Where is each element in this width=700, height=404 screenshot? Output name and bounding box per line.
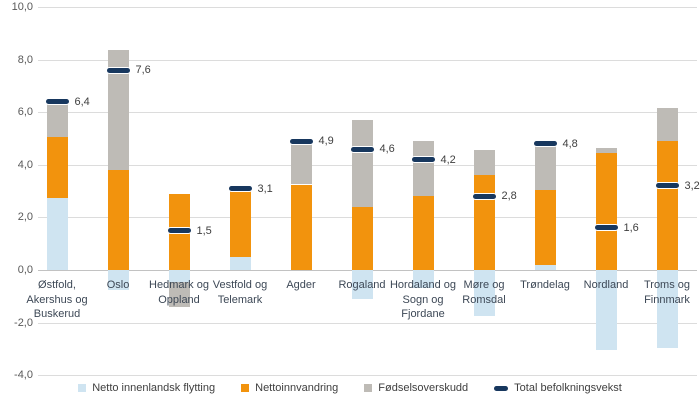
legend-item: Netto innenlandsk flytting	[78, 382, 215, 394]
value-label: 3,1	[257, 182, 273, 195]
category-label: Oslo	[106, 279, 130, 291]
bar-segment	[595, 147, 617, 153]
bar-segment	[46, 197, 68, 270]
bar-segment	[534, 264, 556, 270]
bar-segment	[473, 150, 495, 176]
total-marker	[411, 157, 435, 162]
value-label: 6,4	[74, 95, 90, 108]
bar-segment	[107, 50, 129, 171]
y-tick-label: 8,0	[17, 54, 33, 66]
gridline	[38, 375, 697, 376]
gridline	[38, 7, 697, 8]
bar-segment	[229, 188, 251, 257]
category-label: Rogaland	[338, 279, 386, 291]
category-label: Troms og Finnmark	[643, 279, 691, 306]
bar-segment	[473, 270, 495, 316]
total-marker	[228, 186, 252, 191]
bar-segment	[534, 143, 556, 190]
total-marker	[106, 67, 130, 73]
category-label: Hordaland og Sogn og Fjordane	[389, 279, 457, 320]
category-label: Nordland	[583, 279, 629, 291]
total-marker	[289, 138, 313, 144]
bar-segment	[107, 170, 129, 270]
bar-segment	[412, 270, 434, 289]
total-marker	[655, 183, 679, 189]
bar-segment	[656, 108, 678, 142]
value-label: 1,5	[196, 224, 212, 237]
value-label: 3,2	[684, 179, 700, 192]
legend-label: Netto innenlandsk flytting	[92, 382, 216, 394]
bar-segment	[290, 141, 312, 185]
total-marker	[167, 228, 191, 234]
bar-segment	[351, 120, 373, 207]
gridline	[38, 323, 697, 324]
legend-label: Fødselsoverskudd	[378, 382, 469, 394]
bar-segment	[473, 175, 495, 270]
gridline	[38, 112, 697, 113]
y-tick-label: 10,0	[11, 1, 33, 13]
y-tick-label: 6,0	[17, 106, 33, 118]
legend-item: Fødselsoverskudd	[364, 382, 468, 394]
total-marker	[350, 146, 374, 152]
bar-segment	[46, 137, 68, 198]
legend-swatch-icon	[241, 384, 250, 392]
total-marker	[45, 99, 69, 105]
legend: Netto innenlandsk flytting Nettoinnvandri…	[0, 379, 700, 397]
bar-segment	[351, 270, 373, 299]
bar-segment	[656, 141, 678, 270]
value-label: 4,2	[440, 153, 456, 166]
bar-segment	[595, 153, 617, 270]
value-label: 1,6	[623, 221, 639, 234]
legend-item: Total befolkningsvekst	[494, 382, 622, 394]
value-label: 4,8	[562, 137, 578, 150]
legend-item: Nettoinnvandring	[241, 382, 338, 394]
bar-segment	[107, 270, 129, 290]
bar-segment	[290, 184, 312, 270]
total-marker	[472, 193, 496, 199]
y-tick-label: 4,0	[17, 159, 33, 171]
y-tick-label: 0,0	[17, 264, 33, 276]
bar-segment	[412, 196, 434, 270]
value-label: 2,8	[501, 190, 517, 203]
y-tick-label: 2,0	[17, 211, 33, 223]
legend-total-dash-icon	[494, 385, 509, 391]
bar-segment	[46, 101, 68, 138]
value-label: 4,6	[379, 143, 395, 155]
category-label: Møre og Romsdal	[462, 279, 506, 306]
category-label: Agder	[286, 279, 316, 291]
bar-segment	[351, 206, 373, 270]
legend-label: Total befolkningsvekst	[514, 382, 622, 394]
y-tick-label: -4,0	[14, 369, 33, 381]
bar-segment	[168, 281, 190, 307]
legend-label: Nettoinnvandring	[255, 382, 339, 394]
category-label: Hedmark og Oppland	[149, 279, 209, 306]
category-label: Østfold, Akershus og Buskerud	[26, 279, 88, 320]
gridline	[38, 60, 697, 61]
bar-segment	[595, 270, 617, 351]
y-tick-label: -2,0	[14, 317, 33, 329]
bar-segment	[168, 270, 190, 282]
legend-swatch-icon	[78, 384, 87, 392]
bar-segment	[229, 256, 251, 271]
category-label: Trøndelag	[520, 279, 570, 291]
total-marker	[533, 141, 557, 147]
bar-segment	[534, 189, 556, 265]
legend-swatch-icon	[364, 384, 373, 392]
bar-segment	[412, 141, 434, 197]
value-label: 4,9	[318, 135, 334, 148]
bar-segment	[656, 270, 678, 348]
value-label: 7,6	[135, 64, 151, 77]
total-marker	[594, 225, 618, 231]
category-label: Vestfold og Telemark	[212, 279, 268, 306]
